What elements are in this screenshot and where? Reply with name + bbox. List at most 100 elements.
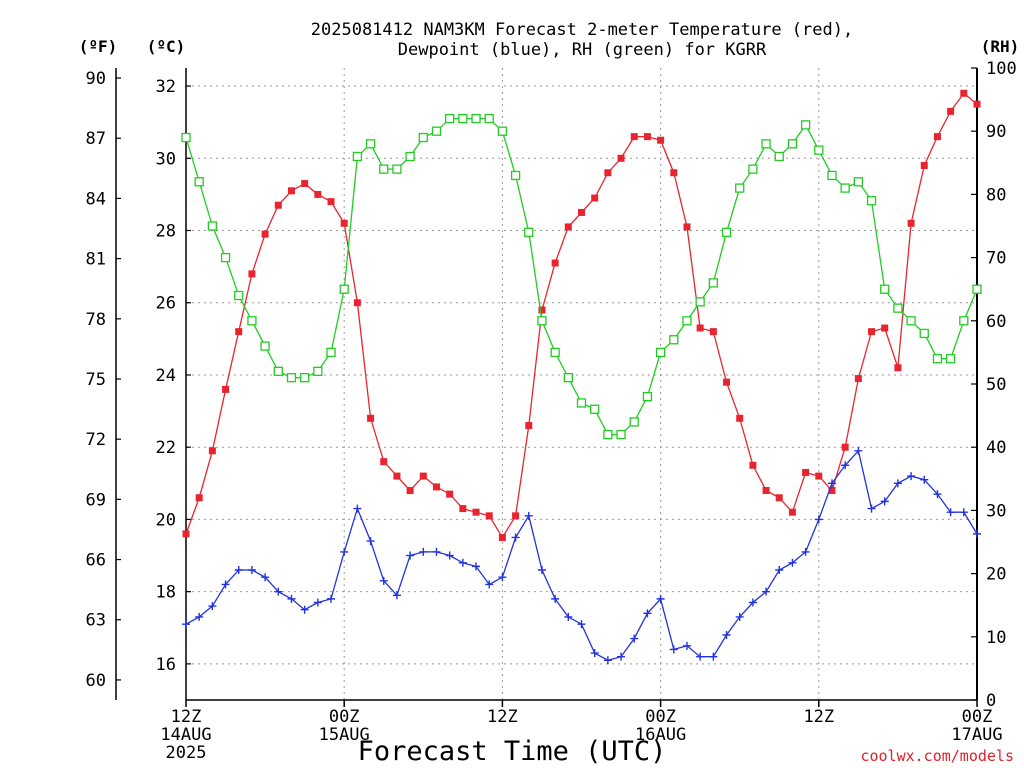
- rh-point: [497, 126, 508, 136]
- credit-label: coolwx.com/models: [860, 747, 1014, 765]
- temperature-point: [406, 487, 414, 495]
- tick-label-fahrenheit: 84: [86, 189, 106, 209]
- rh-point: [814, 145, 824, 155]
- dewpoint-point: [735, 612, 744, 621]
- rh-point: [695, 297, 705, 307]
- tick-label-rh: 50: [986, 375, 1006, 395]
- temperature-point: [749, 461, 757, 469]
- dewpoint-point: [854, 446, 863, 455]
- rh-point: [853, 177, 863, 187]
- rh-point: [418, 132, 428, 143]
- temperature-point: [894, 364, 902, 372]
- tick-label-rh: 100: [986, 59, 1017, 79]
- dewpoint-point: [590, 649, 599, 658]
- tick-label-rh: 10: [986, 628, 1006, 648]
- tick-label-fahrenheit: 66: [86, 551, 106, 571]
- dewpoint-point: [907, 472, 916, 481]
- temperature-point: [828, 487, 836, 495]
- rh-point: [181, 132, 191, 143]
- rh-point: [537, 316, 547, 326]
- temperature-point: [419, 472, 427, 480]
- tick-label-x: 12Z: [803, 707, 834, 727]
- rh-point: [748, 164, 758, 174]
- temperature-point: [802, 468, 810, 476]
- tick-label-rh: 60: [986, 312, 1006, 332]
- temperature-point: [261, 230, 269, 238]
- rh-point: [800, 120, 811, 130]
- temperature-point: [591, 194, 599, 202]
- axis-label-celsius: (ºC): [147, 37, 186, 56]
- dewpoint-point: [419, 547, 428, 556]
- dewpoint-point: [182, 620, 190, 629]
- tick-label-x: 12Z: [487, 707, 518, 727]
- axis-label-rh: (RH): [981, 37, 1020, 56]
- tick-label-fahrenheit: 87: [86, 129, 106, 149]
- temperature-point: [459, 505, 467, 513]
- rh-point: [972, 284, 982, 294]
- tick-label-rh: 80: [986, 185, 1006, 205]
- tick-label-fahrenheit: 90: [86, 69, 106, 89]
- temperature-point: [208, 447, 216, 455]
- dewpoint-point: [669, 645, 678, 654]
- rh-point: [708, 278, 718, 288]
- dewpoint-point: [551, 594, 560, 603]
- dewpoint-point: [973, 529, 981, 538]
- rh-point: [365, 139, 376, 149]
- temperature-point: [775, 494, 783, 502]
- rh-point: [576, 398, 587, 408]
- tick-label-celsius: 24: [156, 366, 176, 386]
- dewpoint-point: [959, 508, 968, 517]
- rh-point: [260, 341, 270, 351]
- temperature-point: [340, 219, 348, 227]
- temperature-point: [973, 100, 981, 108]
- temperature-point: [393, 472, 401, 480]
- tick-label-x: 00Z: [329, 707, 360, 727]
- temperature-point: [630, 133, 638, 141]
- rh-point: [431, 126, 442, 136]
- tick-label-fahrenheit: 69: [86, 490, 106, 510]
- temperature-point: [657, 136, 665, 144]
- rh-point: [299, 373, 310, 383]
- rh-point: [827, 170, 837, 181]
- dewpoint-point: [630, 634, 639, 643]
- rh-point: [642, 391, 653, 402]
- rh-point: [682, 316, 692, 326]
- rh-point: [761, 139, 771, 149]
- dewpoint-point: [472, 562, 481, 571]
- tick-label-fahrenheit: 81: [86, 250, 106, 270]
- tick-label-rh: 20: [986, 565, 1006, 585]
- temperature-point: [485, 512, 493, 520]
- temperature-point: [525, 422, 533, 430]
- temperature-point: [960, 89, 968, 97]
- tick-label-rh: 0: [986, 691, 996, 711]
- rh-point: [629, 417, 639, 427]
- dewpoint-point: [827, 479, 836, 488]
- temperature-point: [472, 508, 480, 516]
- chart-title-line2: Dewpoint (blue), RH (green) for KGRR: [398, 40, 767, 60]
- temperature-point: [551, 259, 559, 267]
- rh-point: [774, 151, 784, 162]
- temperature-point: [709, 328, 717, 336]
- rh-point: [893, 303, 903, 313]
- temperature-point: [815, 472, 823, 480]
- rh-point: [313, 366, 323, 377]
- temperature-point: [788, 508, 796, 516]
- temperature-point: [446, 490, 454, 498]
- dewpoint-point: [920, 475, 929, 484]
- temperature-point: [367, 414, 375, 422]
- temperature-point: [498, 533, 506, 541]
- temperature-point: [881, 324, 889, 332]
- dewpoint-point: [392, 591, 401, 600]
- temperature-point: [222, 385, 230, 393]
- rh-point: [234, 290, 244, 301]
- rh-point: [339, 284, 349, 294]
- rh-point: [326, 347, 336, 358]
- dewpoint-point: [682, 641, 691, 650]
- rh-point: [194, 177, 204, 187]
- dewpoint-point: [893, 479, 902, 488]
- dewpoint-point: [340, 547, 349, 556]
- tick-label-rh: 90: [986, 122, 1006, 142]
- temperature-point: [564, 223, 572, 231]
- dewpoint-point: [498, 573, 507, 582]
